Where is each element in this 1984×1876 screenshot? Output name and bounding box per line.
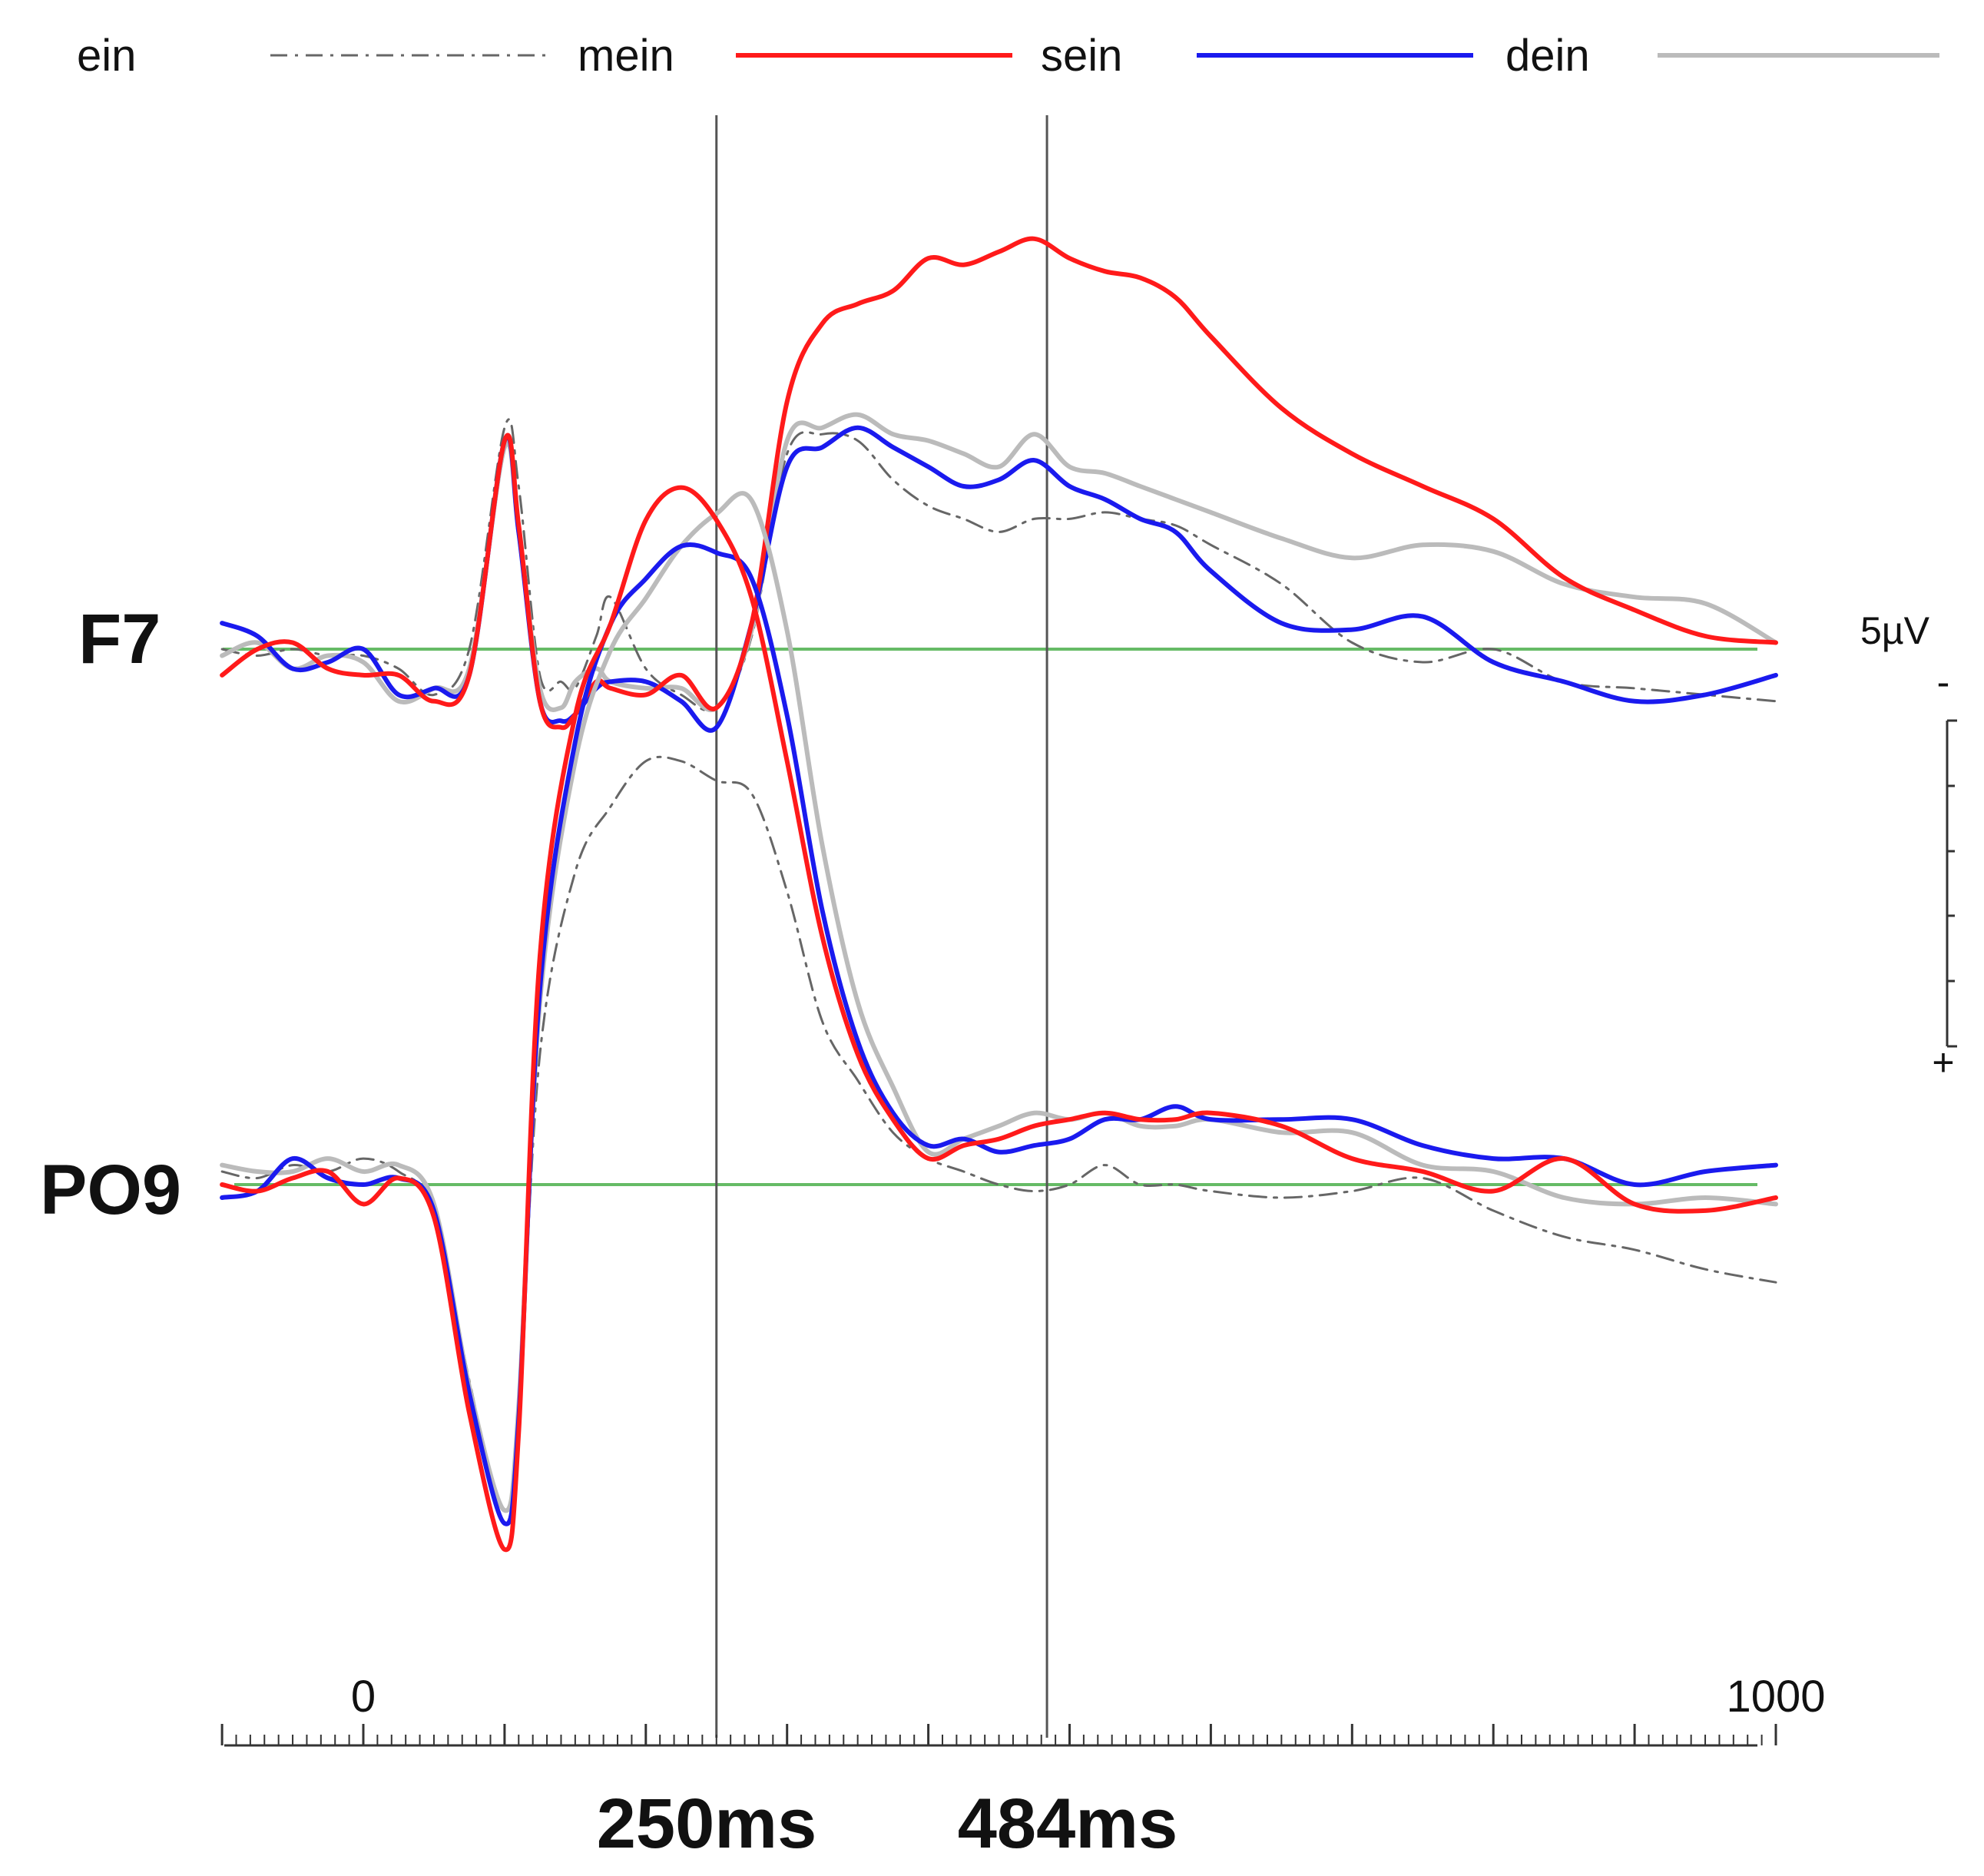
scale-bar-negative-label: -: [1937, 661, 1950, 704]
scale-bar: 5µV - +: [1860, 609, 1957, 1084]
trace-po9-dein: [220, 491, 1778, 1513]
traces: [220, 236, 1778, 1553]
x-axis: [220, 1724, 1777, 1747]
legend: ein mein sein dein: [77, 31, 1939, 81]
legend-label-dein: dein: [1505, 31, 1590, 81]
x-tick-label-0: 0: [351, 1672, 376, 1722]
x-tick-label-1000: 1000: [1726, 1672, 1825, 1722]
marker-lines: [715, 115, 1048, 1738]
channel-label-po9: PO9: [40, 1151, 181, 1229]
legend-label-sein: sein: [1041, 31, 1122, 81]
scale-bar-positive-label: +: [1932, 1041, 1954, 1084]
legend-label-ein: ein: [77, 31, 136, 81]
trace-f7-ein: [220, 418, 1777, 712]
trace-po9-mein: [220, 485, 1778, 1553]
trace-f7-mein: [220, 236, 1778, 731]
legend-label-mein: mein: [578, 31, 674, 81]
marker-label-484ms: 484ms: [958, 1785, 1177, 1863]
channel-label-f7: F7: [78, 600, 161, 678]
trace-po9-sein: [220, 542, 1778, 1526]
marker-label-250ms: 250ms: [597, 1785, 816, 1863]
scale-bar-label: 5µV: [1860, 609, 1930, 652]
